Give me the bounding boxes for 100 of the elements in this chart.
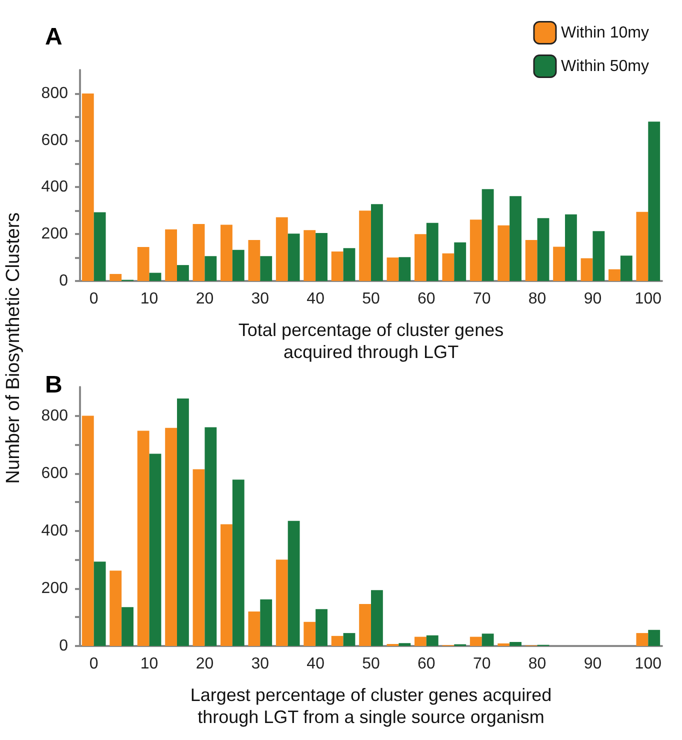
bar — [204, 256, 217, 281]
bar — [386, 258, 399, 281]
x-tick-label: 60 — [418, 290, 436, 308]
bar — [110, 274, 122, 281]
bar — [260, 599, 272, 646]
bar — [636, 212, 648, 281]
chart-title: A — [45, 24, 62, 50]
x-tick-label: 80 — [528, 656, 546, 672]
bar — [510, 642, 522, 646]
bar — [359, 210, 371, 281]
y-tick-label: 400 — [41, 178, 68, 196]
bar — [359, 604, 371, 646]
bar — [276, 217, 288, 281]
x-tick-label: 50 — [362, 290, 380, 308]
bar — [398, 643, 411, 646]
y-tick-label: 200 — [41, 226, 68, 243]
bar — [648, 122, 660, 281]
bar — [331, 251, 344, 281]
bar — [192, 469, 205, 646]
bar — [276, 560, 288, 646]
bar — [137, 247, 150, 281]
x-tick-label: 100 — [634, 290, 662, 308]
y-tick-label: 800 — [41, 84, 68, 102]
bar — [343, 248, 356, 281]
x-tick-label: 70 — [472, 656, 491, 672]
bar — [137, 430, 150, 646]
x-tick-label: 20 — [196, 290, 214, 308]
bar — [343, 633, 356, 646]
bar — [122, 607, 134, 646]
bar — [316, 232, 328, 281]
bar — [482, 634, 494, 646]
bar — [220, 524, 232, 646]
bar — [248, 240, 260, 281]
bar — [498, 643, 510, 646]
bar — [620, 256, 632, 281]
bar — [482, 189, 494, 281]
x-tick-label: 0 — [89, 656, 98, 672]
bar — [553, 246, 565, 281]
x-tick-label: 50 — [362, 656, 380, 672]
bar — [454, 242, 466, 281]
x-tick-label: 0 — [89, 290, 98, 308]
bar — [204, 427, 217, 646]
x-tick-label: 60 — [418, 656, 436, 672]
bar — [426, 635, 438, 646]
bar — [398, 257, 411, 281]
bar — [426, 222, 438, 281]
bar — [177, 398, 189, 646]
bar — [580, 258, 593, 281]
legend-label: Within 50my — [560, 58, 650, 75]
bar — [608, 269, 620, 281]
bar — [371, 204, 383, 281]
bar — [442, 253, 454, 281]
y-tick-label: 200 — [41, 580, 68, 597]
bar — [94, 212, 106, 281]
x-tick-label: 80 — [528, 290, 546, 308]
bar — [304, 230, 316, 281]
x-tick-label: 30 — [251, 290, 270, 308]
x-tick-label: 100 — [634, 656, 662, 672]
x-axis-title: Total percentage of cluster genes acquired through LGT — [238, 320, 504, 362]
x-tick-label: 90 — [584, 290, 602, 308]
bar — [192, 224, 205, 281]
bar — [248, 611, 260, 646]
bar — [331, 636, 344, 646]
bar — [316, 609, 328, 646]
bar — [565, 214, 577, 281]
bar — [260, 256, 272, 281]
y-tick-label: 600 — [41, 132, 68, 149]
bar — [232, 480, 244, 646]
x-tick-label: 10 — [140, 290, 158, 308]
bar — [414, 636, 426, 646]
bar — [288, 520, 300, 646]
bar — [304, 622, 316, 646]
x-tick-label: 20 — [196, 656, 214, 672]
bar — [149, 454, 162, 646]
bar — [636, 633, 648, 646]
y-tick-label: 0 — [59, 272, 68, 290]
x-tick-label: 40 — [306, 290, 325, 308]
bar — [371, 590, 383, 646]
bar — [165, 229, 177, 281]
bar — [525, 240, 538, 281]
bar — [94, 562, 106, 646]
x-tick-label: 70 — [472, 290, 491, 308]
bar — [510, 196, 522, 281]
bar — [470, 636, 482, 646]
y-tick-label: 600 — [41, 464, 68, 482]
bar — [149, 272, 162, 281]
bar — [414, 234, 426, 281]
legend-label: Within 10my — [560, 24, 650, 42]
y-tick-label: 800 — [41, 407, 68, 424]
chart-title: B — [45, 372, 62, 398]
bar — [110, 570, 122, 646]
bar — [288, 234, 300, 281]
bar — [537, 218, 550, 281]
y-tick-label: 400 — [41, 522, 68, 540]
bar — [165, 428, 177, 646]
bar — [232, 250, 244, 281]
bar — [177, 265, 189, 281]
bar — [470, 220, 482, 281]
y-axis-title: Number of Biosynthetic Clusters — [3, 212, 25, 484]
y-tick-label: 0 — [59, 638, 68, 654]
